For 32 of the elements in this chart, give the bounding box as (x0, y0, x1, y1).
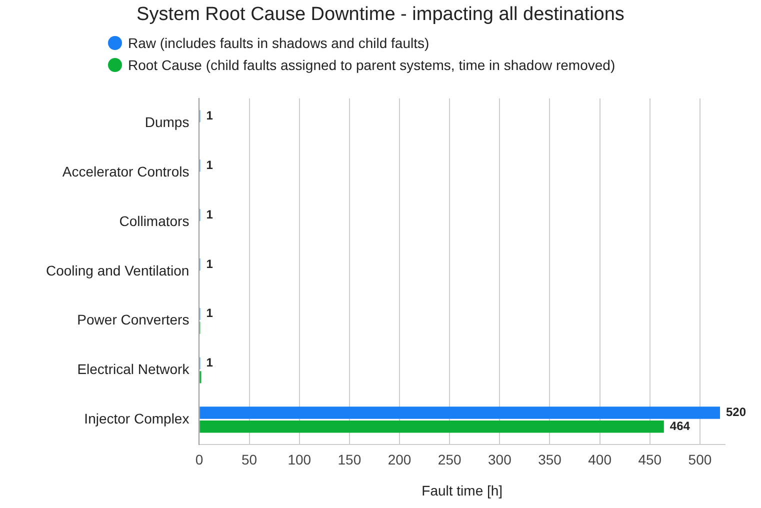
data-label: 1 (206, 158, 214, 172)
y-tick-label: Collimators (119, 212, 190, 229)
x-tick-label: 0 (195, 452, 204, 468)
y-tick-label: Accelerator Controls (62, 163, 190, 180)
x-axis-title: Fault time [h] (422, 482, 503, 498)
x-tick-label: 300 (488, 452, 512, 468)
data-label: 520 (726, 405, 746, 420)
y-tick-label: Dumps (144, 114, 190, 130)
data-label: 464 (670, 418, 690, 433)
y-tick-label: Cooling and Ventilation (46, 262, 190, 278)
data-label: 1 (206, 356, 214, 370)
bar (200, 420, 664, 433)
bar (200, 406, 720, 419)
y-tick-label: Injector Complex (84, 410, 190, 427)
x-tick-label: 200 (388, 452, 412, 468)
x-tick-label: 100 (288, 452, 312, 468)
x-tick-label: 350 (538, 452, 562, 468)
data-label: 1 (206, 256, 214, 271)
legend-label: Raw (includes faults in shadows and child faults) (128, 35, 430, 51)
legend-label: Root Cause (child faults assigned to parent systems, time in shadow removed) (128, 57, 616, 73)
x-tick-label: 250 (438, 452, 462, 468)
x-tick-label: 400 (588, 452, 612, 468)
chart-title: System Root Cause Downtime - impacting all destinations (136, 4, 626, 26)
x-tick-label: 500 (688, 452, 712, 468)
data-label: 1 (206, 306, 214, 320)
y-tick-label: Power Converters (77, 312, 190, 328)
x-tick-label: 50 (242, 452, 258, 468)
x-tick-label: 450 (638, 452, 662, 468)
data-label: 1 (206, 108, 214, 123)
x-tick-label: 150 (338, 452, 362, 468)
y-tick-label: Electrical Network (77, 361, 190, 378)
data-label: 1 (206, 207, 214, 222)
